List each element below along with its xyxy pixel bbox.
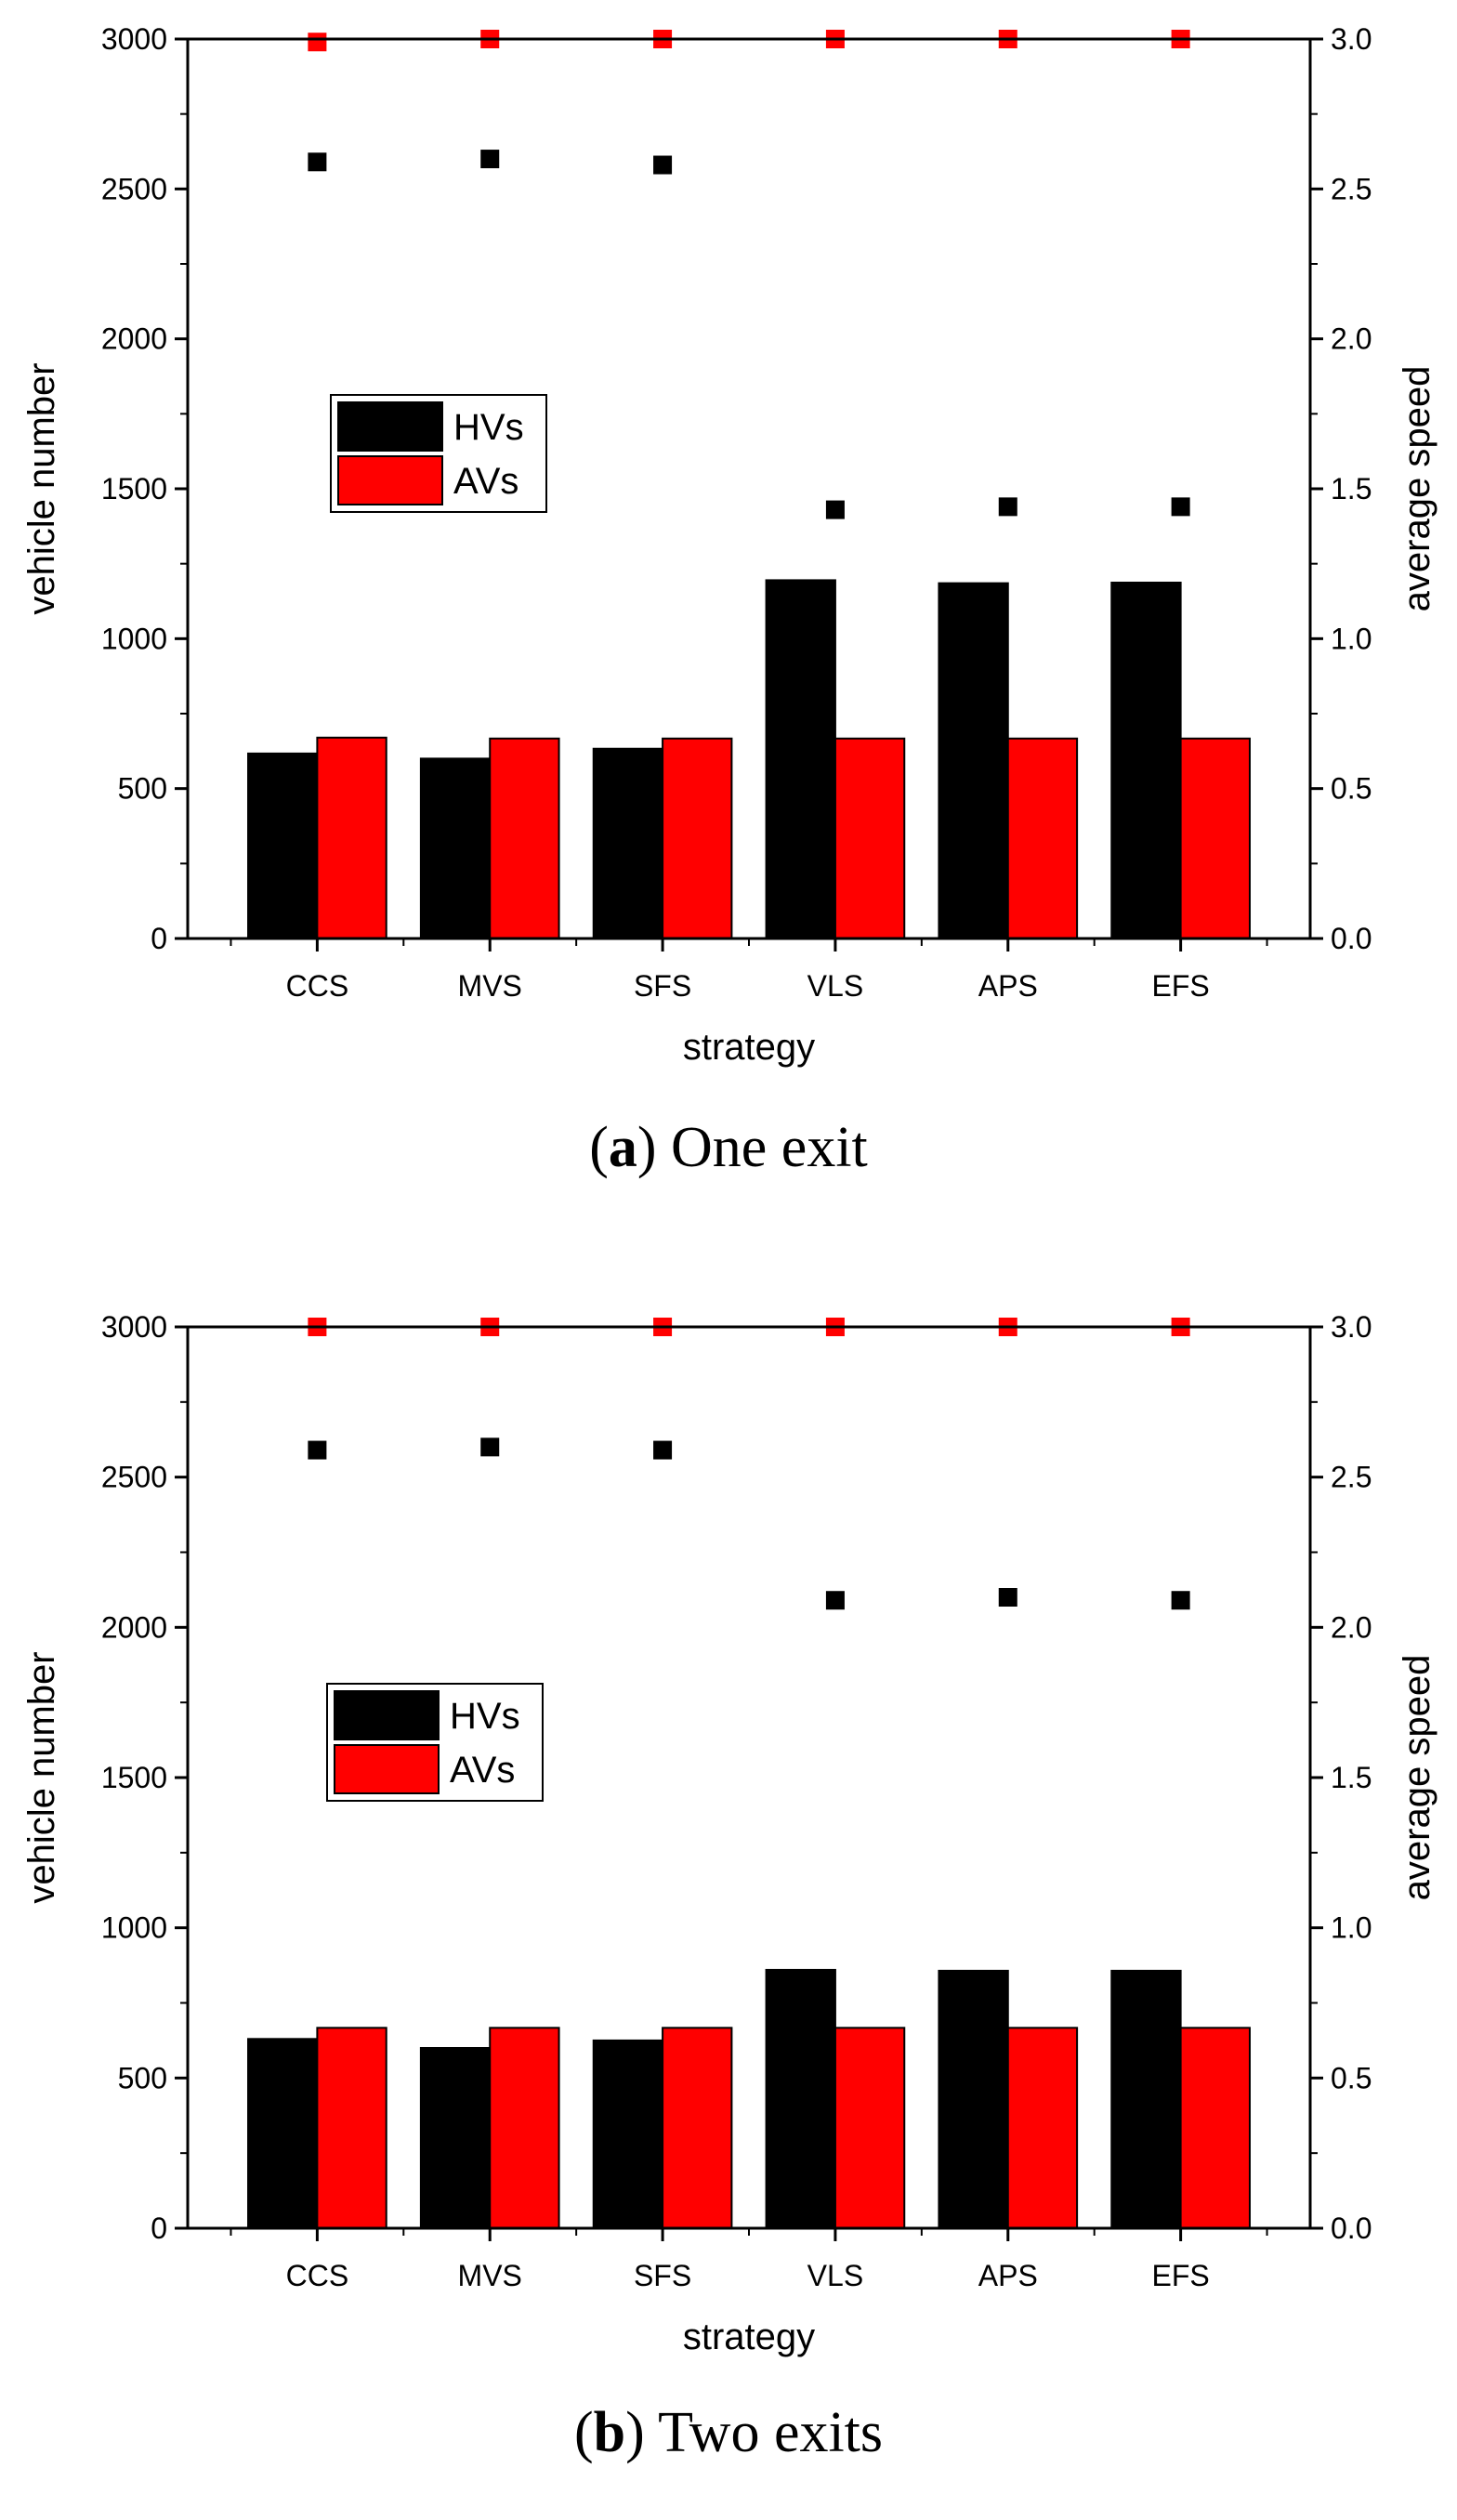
speed-marker-black-vls bbox=[825, 1591, 845, 1610]
bar-avs-sfs bbox=[662, 2027, 733, 2229]
y2-tick-label: 1.0 bbox=[1331, 622, 1372, 655]
speed-marker-black-ccs bbox=[308, 152, 327, 172]
legend: HVs AVs bbox=[330, 394, 547, 513]
y-axis-label: vehicle number bbox=[21, 1651, 62, 1903]
y2-tick-label: 2.5 bbox=[1331, 1461, 1372, 1494]
bar-avs-mvs bbox=[489, 2027, 560, 2229]
bar-hvs-ccs bbox=[247, 752, 319, 939]
speed-marker-black-sfs bbox=[653, 1440, 673, 1460]
bar-hvs-sfs bbox=[592, 747, 664, 940]
chart-b: 0 500 1000 1500 2000 2500 3000 0.0 0.5 1.0 1.5 2.0 2… bbox=[21, 1310, 1437, 2464]
x-tick-label: CCS bbox=[286, 969, 349, 1003]
y2-axis-label: average speed bbox=[1397, 1655, 1437, 1901]
y-tick-label: 500 bbox=[118, 772, 167, 806]
legend-label-avs: AVs bbox=[450, 1750, 515, 1791]
legend-swatch-hvs bbox=[337, 401, 443, 452]
speed-marker-black-efs bbox=[1171, 497, 1190, 517]
y-axis-label: vehicle number bbox=[21, 362, 62, 614]
bar-hvs-ccs bbox=[247, 2038, 319, 2230]
y-tick-label: 1000 bbox=[101, 622, 167, 655]
legend-label-hvs: HVs bbox=[453, 407, 524, 448]
bar-avs-efs bbox=[1179, 2027, 1251, 2229]
bar-hvs-aps bbox=[938, 582, 1009, 939]
speed-marker-black-efs bbox=[1171, 1591, 1190, 1610]
x-tick-label: SFS bbox=[634, 969, 691, 1003]
y-tick-label: 0 bbox=[151, 2212, 167, 2245]
legend-label-hvs: HVs bbox=[450, 1696, 520, 1737]
bar-hvs-sfs bbox=[592, 2039, 664, 2230]
x-tick-label: MVS bbox=[458, 969, 522, 1003]
bar-avs-ccs bbox=[316, 736, 387, 940]
y2-tick-label: 1.5 bbox=[1331, 472, 1372, 505]
bar-hvs-efs bbox=[1110, 581, 1182, 940]
y2-tick-label: 0.5 bbox=[1331, 772, 1372, 806]
speed-marker-red-ccs bbox=[308, 33, 327, 52]
speed-marker-black-mvs bbox=[480, 1437, 500, 1457]
bar-avs-vls bbox=[834, 2027, 906, 2229]
y-tick-label: 1500 bbox=[101, 1761, 167, 1794]
x-tick-label: EFS bbox=[1151, 2259, 1209, 2292]
x-axis-label: strategy bbox=[683, 2317, 815, 2357]
bar-avs-vls bbox=[834, 737, 906, 939]
y2-tick-label: 2.5 bbox=[1331, 172, 1372, 205]
speed-marker-black-ccs bbox=[308, 1440, 327, 1460]
y2-tick-label: 1.5 bbox=[1331, 1761, 1372, 1794]
y2-tick-label: 0.5 bbox=[1331, 2061, 1372, 2094]
x-tick-label: EFS bbox=[1151, 969, 1209, 1003]
x-tick-label: APS bbox=[978, 2259, 1038, 2292]
y-tick-label: 2500 bbox=[101, 1461, 167, 1494]
bar-hvs-aps bbox=[938, 1969, 1009, 2229]
x-tick-label: SFS bbox=[634, 2259, 691, 2292]
bar-avs-mvs bbox=[489, 737, 560, 939]
bar-avs-aps bbox=[1006, 2027, 1079, 2229]
legend: HVs AVs bbox=[326, 1683, 544, 1802]
speed-marker-black-aps bbox=[998, 497, 1017, 517]
x-tick-label: CCS bbox=[286, 2259, 349, 2292]
speed-marker-black-aps bbox=[998, 1588, 1017, 1607]
x-tick-label: VLS bbox=[807, 2259, 863, 2292]
y-tick-label: 1000 bbox=[101, 1911, 167, 1945]
x-axis-label: strategy bbox=[683, 1027, 815, 1068]
y-tick-label: 2000 bbox=[101, 1610, 167, 1644]
y2-tick-label: 1.0 bbox=[1331, 1911, 1372, 1945]
bar-avs-ccs bbox=[316, 2027, 387, 2229]
bar-hvs-mvs bbox=[419, 2047, 492, 2229]
bar-hvs-vls bbox=[765, 579, 836, 939]
bar-hvs-mvs bbox=[419, 757, 492, 940]
speed-marker-black-mvs bbox=[480, 150, 500, 169]
chart-a: 0 500 1000 1500 2000 2500 3000 0.0 0.5 1.0 1.5 2.0 2… bbox=[21, 22, 1437, 1179]
speed-marker-black-vls bbox=[825, 500, 845, 519]
y-tick-label: 1500 bbox=[101, 472, 167, 505]
y-tick-label: 500 bbox=[118, 2061, 167, 2094]
legend-label-avs: AVs bbox=[453, 461, 518, 502]
y2-tick-label: 0.0 bbox=[1331, 2212, 1372, 2245]
y2-tick-label: 3.0 bbox=[1331, 22, 1372, 56]
bar-avs-sfs bbox=[662, 737, 733, 939]
caption: (a) One exit bbox=[589, 1116, 868, 1179]
legend-swatch-hvs bbox=[334, 1690, 440, 1740]
x-tick-label: MVS bbox=[458, 2259, 522, 2292]
x-tick-label: VLS bbox=[807, 969, 863, 1003]
y2-tick-label: 0.0 bbox=[1331, 922, 1372, 955]
bar-hvs-vls bbox=[765, 1968, 836, 2230]
y-tick-label: 3000 bbox=[101, 1310, 167, 1344]
y2-tick-label: 2.0 bbox=[1331, 322, 1372, 356]
speed-marker-black-sfs bbox=[653, 155, 673, 175]
y-tick-label: 3000 bbox=[101, 22, 167, 56]
y-tick-label: 2500 bbox=[101, 172, 167, 205]
caption: (b) Two exits bbox=[574, 2401, 883, 2464]
legend-swatch-avs bbox=[337, 455, 443, 505]
y2-tick-label: 3.0 bbox=[1331, 1310, 1372, 1344]
y-tick-label: 0 bbox=[151, 922, 167, 955]
y2-axis-label: average speed bbox=[1397, 366, 1437, 612]
bar-avs-efs bbox=[1179, 737, 1251, 939]
y-tick-label: 2000 bbox=[101, 322, 167, 356]
bar-hvs-efs bbox=[1110, 1969, 1182, 2229]
bar-avs-aps bbox=[1006, 737, 1079, 939]
legend-swatch-avs bbox=[334, 1744, 440, 1794]
x-tick-label: APS bbox=[978, 969, 1038, 1003]
y2-tick-label: 2.0 bbox=[1331, 1610, 1372, 1644]
